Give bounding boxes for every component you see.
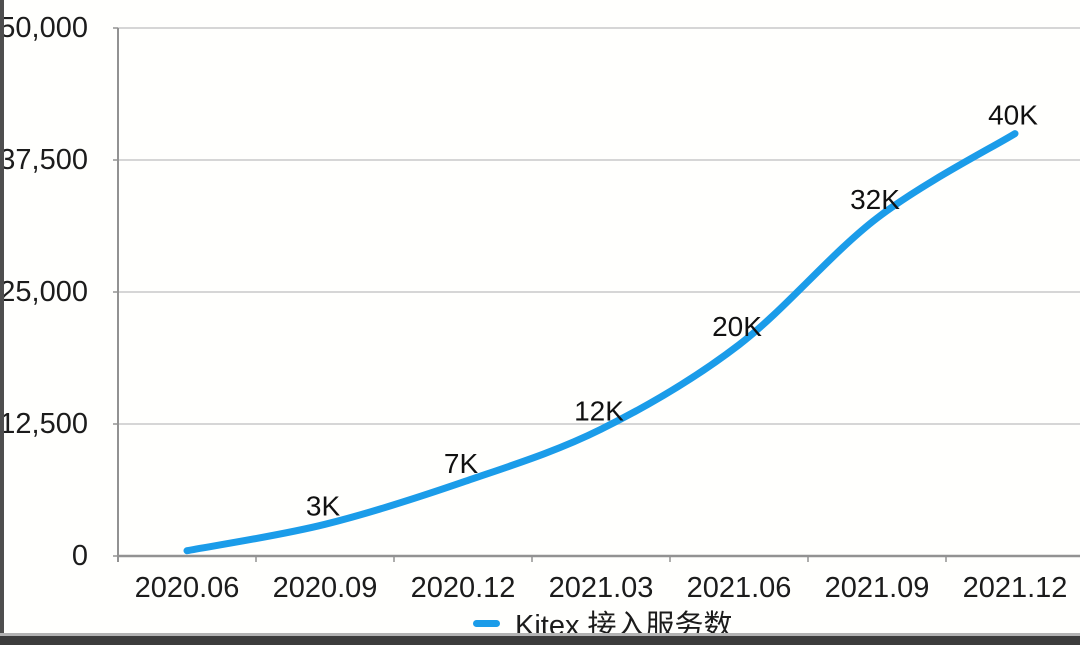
x-axis-label: 2021.09 [825,572,930,604]
y-axis-label: 37,500 [0,144,88,176]
y-axis-label: 12,500 [0,408,88,440]
x-axis-label: 2021.03 [549,572,654,604]
data-point-label: 7K [444,448,479,479]
x-axis-label: 2020.09 [273,572,378,604]
x-axis-label: 2021.12 [963,572,1068,604]
y-axis-label: 50,000 [0,12,88,44]
x-axis-label: 2020.06 [135,572,240,604]
window-left-border [0,0,4,634]
window-bottom-divider [0,633,1080,636]
window-bottom-bar [0,636,1080,645]
data-point-label: 20K [712,311,762,342]
y-axis-label: 0 [72,540,88,572]
legend-line-swatch [473,619,500,627]
data-point-label: 32K [850,184,900,215]
x-axis-label: 2020.12 [411,572,516,604]
data-point-label: 3K [306,490,341,521]
series-line [183,130,1019,555]
x-axis-label: 2021.06 [687,572,792,604]
y-axis-label: 25,000 [0,276,88,308]
data-point-label: 12K [574,395,624,426]
data-point-label: 40K [988,100,1038,131]
